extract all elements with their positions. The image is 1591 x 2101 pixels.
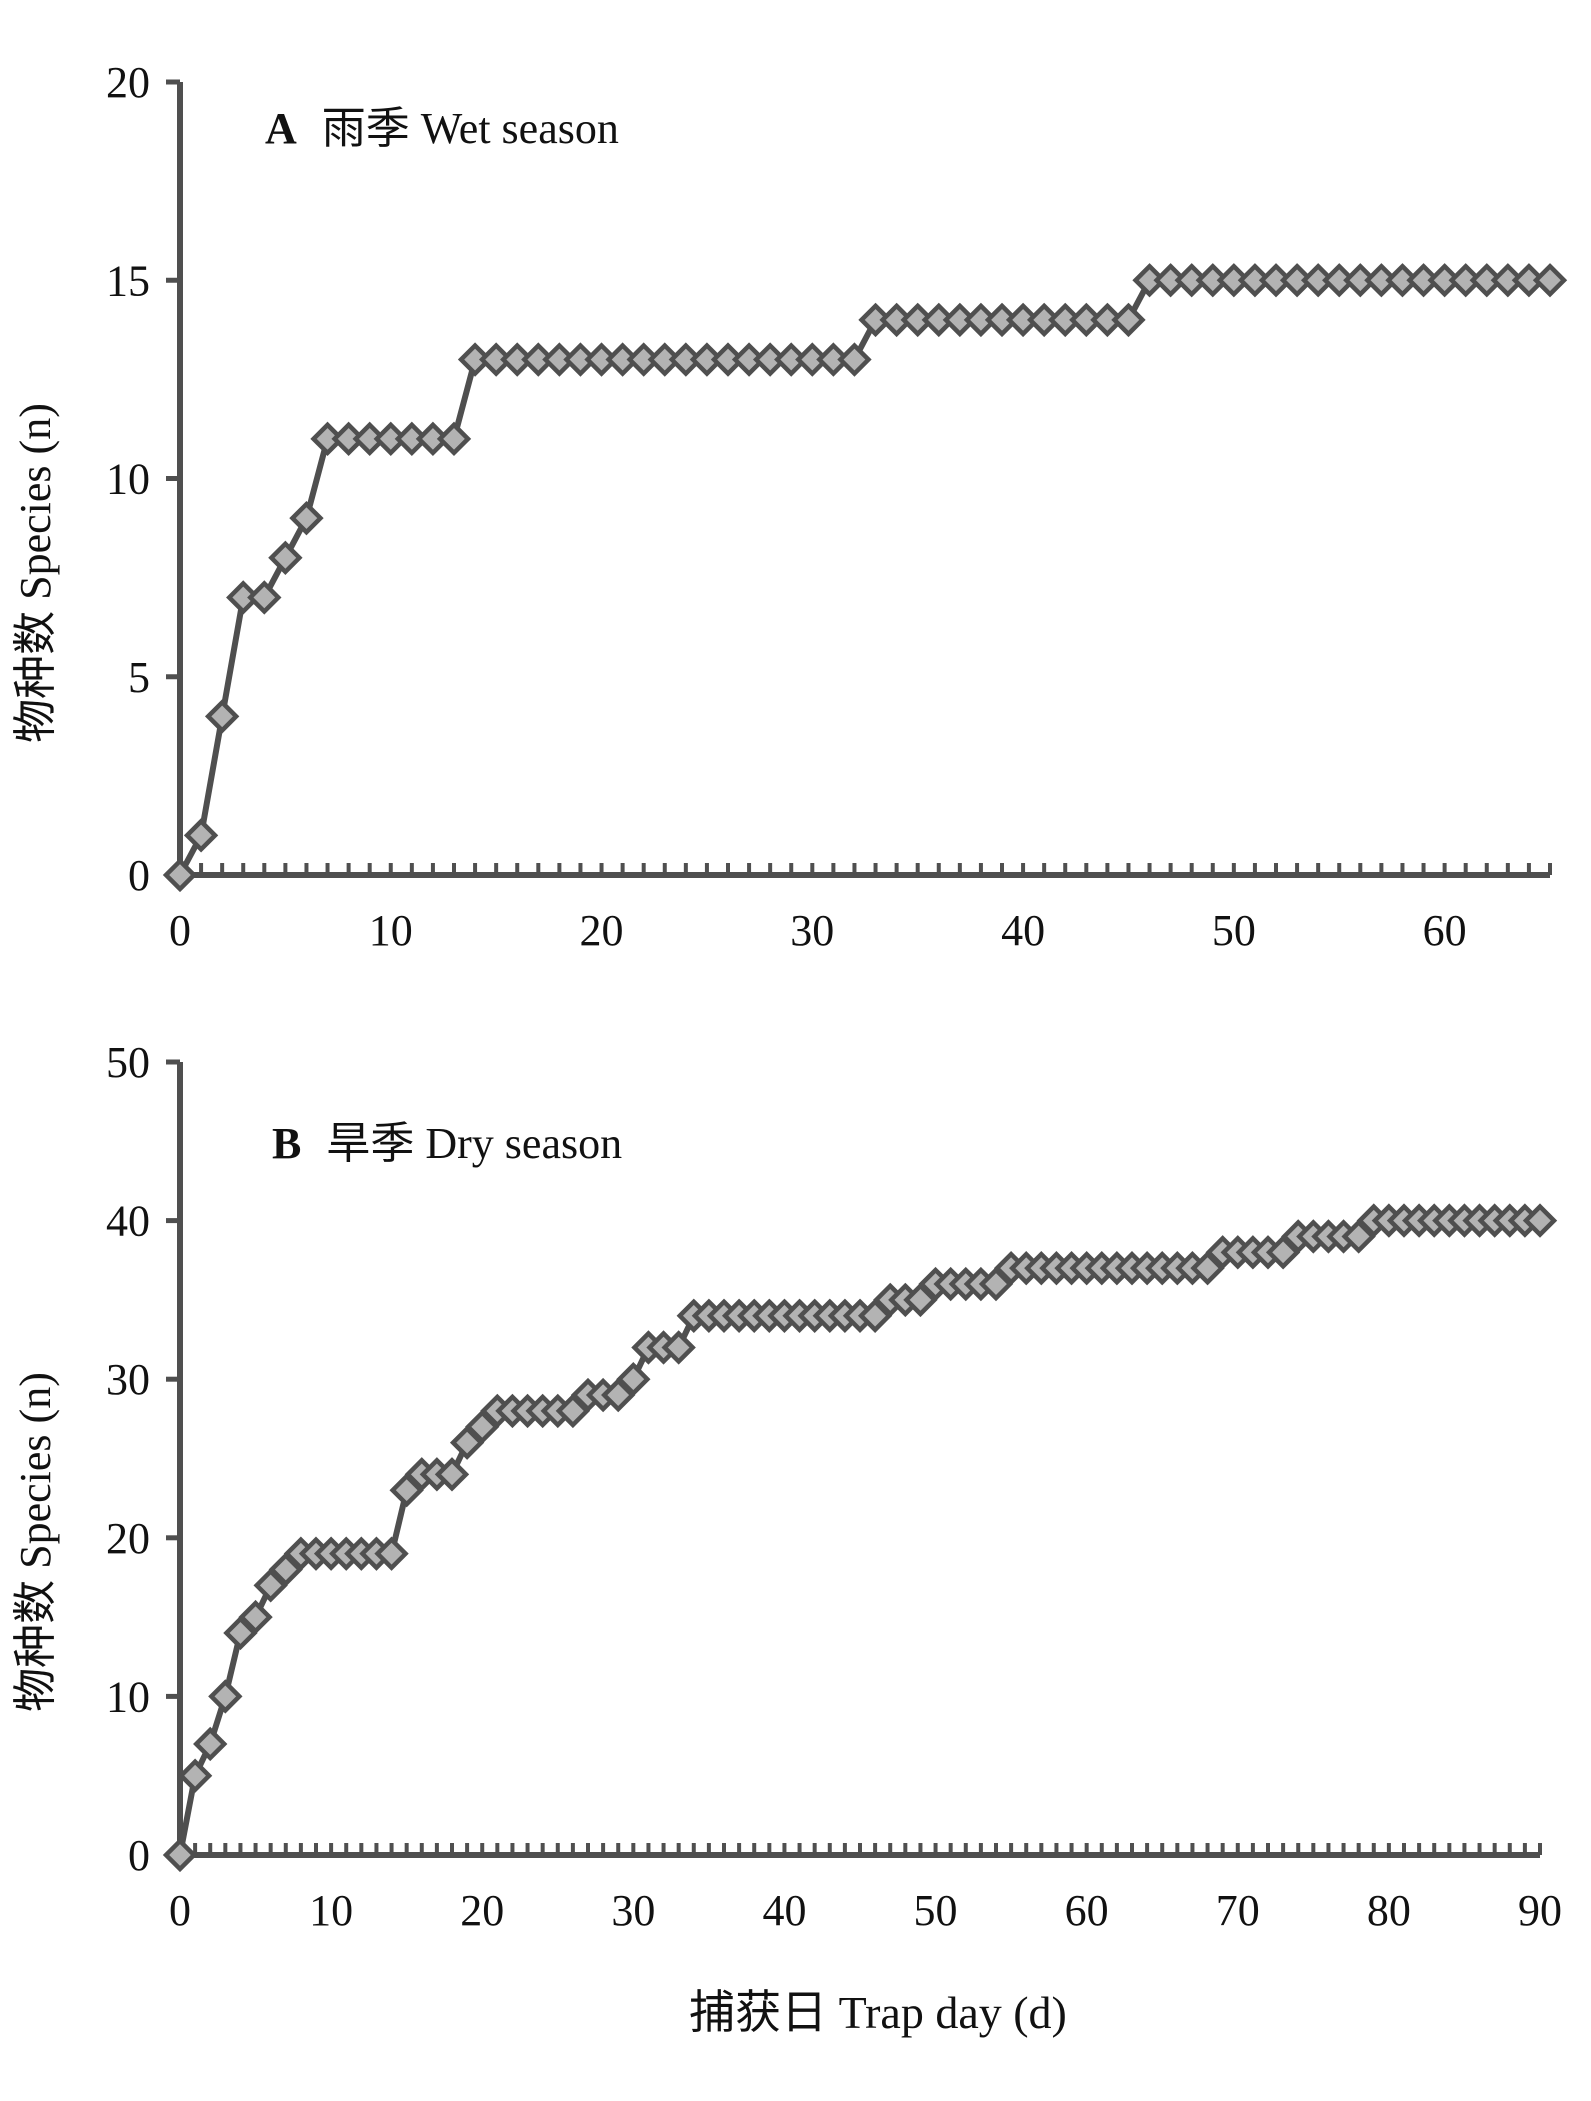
panel-b-series-markers (162, 1203, 1558, 1873)
y-tick-label: 20 (106, 1514, 150, 1563)
data-point-marker (193, 1726, 228, 1762)
y-tick-label: 40 (106, 1197, 150, 1246)
panel-a-y-axis-label: 物种数 Species (n) (11, 403, 60, 743)
data-point-marker (1532, 263, 1568, 298)
x-tick-label: 40 (1001, 906, 1045, 955)
panel-a-letter: A (265, 104, 297, 153)
x-tick-label: 80 (1367, 1886, 1411, 1935)
panel-a-wet-season: A 雨季 Wet season 物种数 Species (n) 0 5 10 15 20… (11, 58, 1568, 955)
data-point-marker (238, 1599, 273, 1635)
data-point-marker (204, 699, 240, 734)
panel-b-title-text: 旱季 Dry season (326, 1119, 622, 1168)
y-tick-label: 0 (128, 851, 150, 900)
x-tick-label: 0 (169, 906, 191, 955)
x-axis-title: 捕获日 Trap day (d) (689, 1987, 1067, 2038)
data-point-marker (162, 1837, 198, 1873)
y-tick-label: 50 (106, 1038, 150, 1087)
y-tick-label: 15 (106, 256, 150, 305)
x-tick-label: 50 (914, 1886, 958, 1935)
panel-a-series-line (177, 277, 1550, 877)
data-point-marker (183, 818, 219, 853)
data-point-marker (162, 857, 198, 893)
y-tick-label: 5 (128, 653, 150, 702)
panel-b-y-axis-label: 物种数 Species (n) (11, 1372, 60, 1712)
x-tick-label: 70 (1216, 1886, 1260, 1935)
y-tick-label: 10 (106, 455, 150, 504)
x-tick-label: 30 (611, 1886, 655, 1935)
data-point-marker (247, 580, 282, 615)
panel-b-letter: B (272, 1119, 301, 1168)
data-point-marker (268, 540, 303, 575)
data-point-marker (374, 1536, 409, 1571)
x-tick-label: 90 (1518, 1886, 1562, 1935)
data-point-marker (837, 342, 872, 377)
panel-b-dry-season: B 旱季 Dry season 物种数 Species (n) 0 10 20 30 4… (11, 1038, 1562, 1935)
panel-a-series-markers (162, 263, 1568, 893)
x-tick-label: 10 (309, 1886, 353, 1935)
y-tick-label: 0 (128, 1831, 150, 1880)
data-point-marker (1111, 302, 1146, 338)
x-tick-label: 60 (1065, 1886, 1109, 1935)
x-tick-label: 60 (1423, 906, 1467, 955)
data-point-marker (289, 500, 324, 536)
data-point-marker (177, 1758, 213, 1793)
panel-a-title-text: 雨季 Wet season (322, 104, 619, 153)
data-point-marker (616, 1362, 651, 1397)
x-tick-label: 20 (580, 906, 624, 955)
data-point-marker (208, 1679, 243, 1714)
data-point-marker (661, 1330, 696, 1365)
x-tick-label: 10 (369, 906, 413, 955)
panel-a-axes: 0 5 10 15 20 0 10 20 30 40 50 60 (106, 58, 1552, 955)
panel-b-title: B 旱季 Dry season (272, 1119, 622, 1168)
y-tick-label: 10 (106, 1672, 150, 1721)
data-point-marker (436, 421, 472, 457)
panel-b-axes: 0 10 20 30 40 50 0 10 20 30 40 50 60 70 80 90 (106, 1038, 1562, 1935)
x-tick-label: 30 (790, 906, 834, 955)
x-tick-label: 20 (460, 1886, 504, 1935)
data-point-marker (434, 1457, 470, 1492)
y-tick-label: 30 (106, 1355, 150, 1404)
x-tick-label: 40 (762, 1886, 806, 1935)
data-point-marker (1522, 1203, 1558, 1238)
panel-a-title: A 雨季 Wet season (265, 104, 619, 153)
y-tick-label: 20 (106, 58, 150, 107)
x-tick-label: 50 (1212, 906, 1256, 955)
x-tick-label: 0 (169, 1886, 191, 1935)
